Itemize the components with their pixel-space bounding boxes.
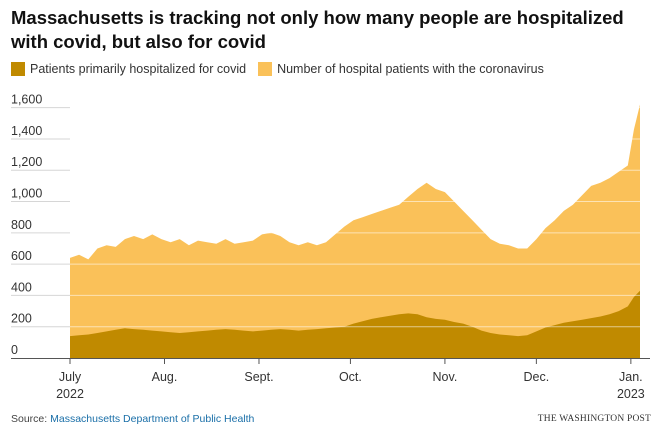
y-tick-label: 1,600 bbox=[11, 93, 42, 107]
legend-label-primary: Patients primarily hospitalized for covi… bbox=[30, 62, 247, 76]
x-tick-label: Nov. bbox=[433, 370, 458, 384]
x-tick-label: Jan. bbox=[619, 370, 643, 384]
x-tick-label: Aug. bbox=[152, 370, 178, 384]
source-prefix: Source: bbox=[11, 413, 51, 425]
legend-item-total: Number of hospital patients with the cor… bbox=[258, 62, 544, 76]
y-tick-label: 1,200 bbox=[11, 155, 42, 169]
chart-title: Massachusetts is tracking not only how m… bbox=[11, 7, 624, 52]
y-tick-label: 200 bbox=[11, 312, 32, 326]
x-tick-label: Sept. bbox=[244, 370, 273, 384]
y-tick-label: 800 bbox=[11, 218, 32, 232]
source-note: Source: Massachusetts Department of Publ… bbox=[11, 413, 254, 425]
area-chart: 0 200 400 600 800 1,000 1,200 1,400 1,600 July 202… bbox=[11, 93, 650, 401]
legend-item-primary: Patients primarily hospitalized for covi… bbox=[11, 62, 246, 76]
x-tick-label: July bbox=[59, 370, 82, 384]
x-tick-label: Dec. bbox=[524, 370, 550, 384]
x-tick-label: Oct. bbox=[339, 370, 362, 384]
area-primary-covid bbox=[70, 290, 640, 358]
legend-swatch-total bbox=[258, 62, 273, 76]
chart-legend: Patients primarily hospitalized for covi… bbox=[11, 62, 556, 76]
x-tick-sublabel: 2022 bbox=[56, 387, 84, 401]
source-link[interactable]: Massachusetts Department of Public Healt… bbox=[50, 413, 255, 425]
y-tick-label: 400 bbox=[11, 280, 32, 294]
y-tick-label: 600 bbox=[11, 249, 32, 263]
x-tick-sublabel: 2023 bbox=[617, 387, 645, 401]
y-tick-label: 0 bbox=[11, 343, 18, 357]
y-tick-label: 1,400 bbox=[11, 124, 42, 138]
legend-swatch-primary bbox=[11, 62, 25, 76]
publisher-credit: THE WASHINGTON POST bbox=[537, 414, 651, 424]
y-tick-label: 1,000 bbox=[11, 187, 42, 201]
legend-label-total: Number of hospital patients with the cor… bbox=[277, 62, 544, 76]
area-total-patients bbox=[70, 104, 640, 358]
